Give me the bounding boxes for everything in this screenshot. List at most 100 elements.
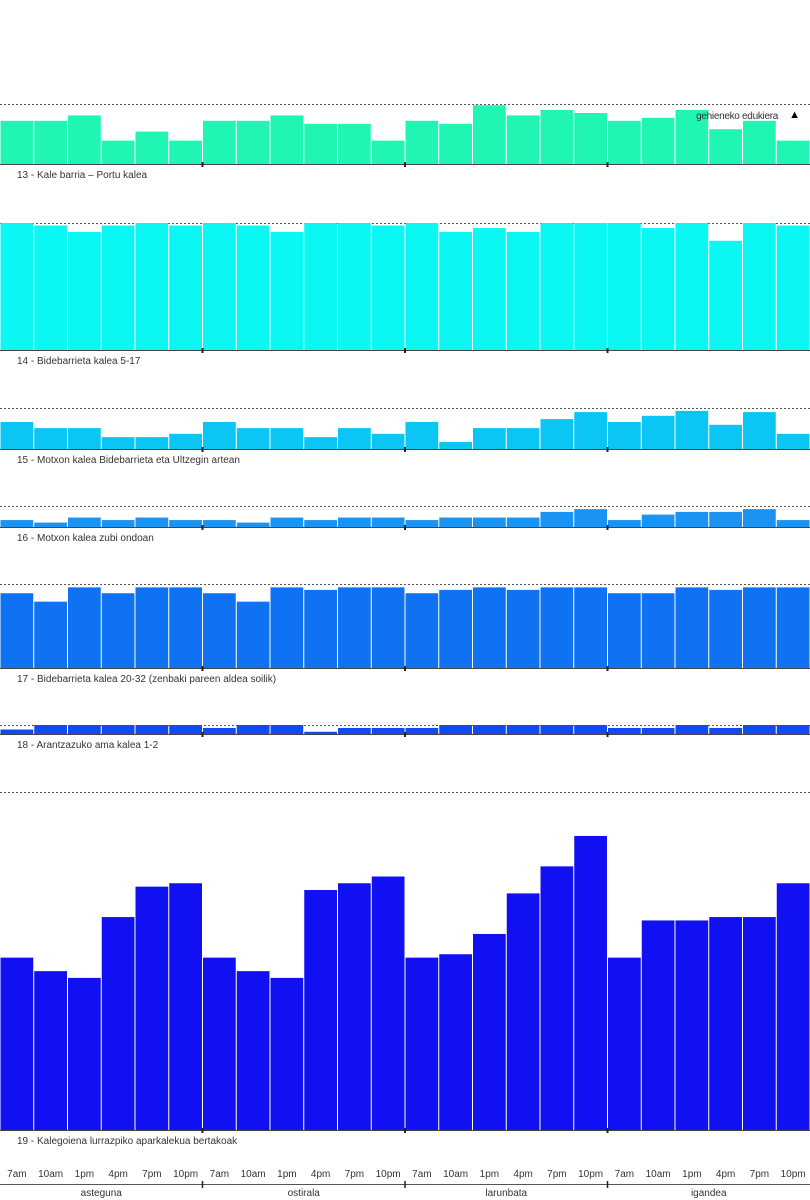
bar [135, 725, 169, 734]
bar [101, 593, 135, 668]
x-tick-label: 10pm [173, 1169, 198, 1180]
bar [608, 223, 641, 350]
x-tick-label: 10pm [376, 1169, 401, 1180]
x-tick-label: 10pm [578, 1169, 603, 1180]
series-label: 13 - Kale barria – Portu kalea [17, 170, 148, 181]
bar [439, 725, 472, 734]
bar [371, 727, 405, 734]
x-tick-label: 4pm [311, 1169, 330, 1180]
bar [0, 957, 34, 1130]
bar [270, 517, 304, 527]
x-tick-label: 1pm [682, 1169, 701, 1180]
bar [371, 140, 405, 164]
bar [641, 514, 675, 527]
series-label: 19 - Kalegoiena lurrazpiko aparkalekua b… [17, 1136, 238, 1147]
bar [439, 123, 472, 164]
bar [101, 225, 135, 350]
bar [506, 231, 540, 350]
x-tick-label: 7am [7, 1169, 26, 1180]
bar [169, 520, 202, 527]
bar [236, 522, 270, 527]
bar [709, 240, 742, 350]
bar [473, 105, 506, 164]
bar [270, 587, 304, 668]
bar [743, 223, 776, 350]
bar [439, 589, 472, 668]
bar [506, 517, 540, 527]
bar [304, 437, 337, 449]
x-tick-label: 1pm [75, 1169, 94, 1180]
bar [776, 140, 810, 164]
bar [169, 725, 202, 734]
bar [776, 225, 810, 350]
day-label: larunbata [485, 1188, 527, 1199]
bar [608, 727, 641, 734]
bar [776, 725, 810, 734]
bar [304, 890, 337, 1130]
bar [473, 428, 506, 449]
bar [506, 115, 540, 164]
bar [34, 522, 67, 527]
bar [675, 725, 709, 734]
x-tick-label: 10am [38, 1169, 63, 1180]
bar [270, 231, 304, 350]
bar [473, 725, 506, 734]
bar [101, 437, 135, 449]
bar [304, 589, 337, 668]
bar [608, 593, 641, 668]
bar [675, 223, 709, 350]
bar [203, 727, 236, 734]
legend-label: gehieneko edukiera [696, 111, 778, 122]
bar [608, 520, 641, 527]
bar [574, 835, 607, 1130]
bar [540, 110, 574, 164]
bar [34, 725, 67, 734]
bar [135, 131, 169, 164]
bar [0, 729, 34, 734]
bar [574, 412, 607, 449]
bar [709, 129, 742, 164]
bar [776, 587, 810, 668]
bar [641, 415, 675, 449]
x-tick-label: 1pm [277, 1169, 296, 1180]
panel-19: 19 - Kalegoiena lurrazpiko aparkalekua b… [0, 792, 810, 1147]
bar [0, 520, 34, 527]
bar [506, 725, 540, 734]
bar [405, 593, 439, 668]
bar [203, 421, 236, 449]
bar [338, 223, 371, 350]
bar [135, 587, 169, 668]
series-label: 17 - Bidebarrieta kalea 20-32 (zenbaki p… [17, 674, 276, 685]
x-tick-label: 10am [241, 1169, 266, 1180]
bar [236, 120, 270, 164]
bar [338, 123, 371, 164]
legend-triangle-icon: ▲ [789, 109, 800, 121]
x-tick-label: 7pm [345, 1169, 364, 1180]
bar [304, 520, 337, 527]
bar [68, 231, 101, 350]
bar [439, 954, 472, 1130]
bar [304, 123, 337, 164]
bar [203, 593, 236, 668]
bar [506, 893, 540, 1130]
bar [506, 428, 540, 449]
bar [405, 727, 439, 734]
series-label: 15 - Motxon kalea Bidebarrieta eta Ultze… [17, 455, 240, 466]
bar [675, 587, 709, 668]
bar [641, 593, 675, 668]
series-label: 14 - Bidebarrieta kalea 5-17 [17, 356, 141, 367]
bar [608, 421, 641, 449]
bar [743, 509, 776, 527]
x-tick-label: 4pm [108, 1169, 127, 1180]
bar [540, 511, 574, 527]
bar [135, 223, 169, 350]
bar [338, 517, 371, 527]
bar [338, 727, 371, 734]
bar [0, 593, 34, 668]
bar [776, 883, 810, 1130]
bar [675, 920, 709, 1130]
bar [743, 587, 776, 668]
bar [68, 587, 101, 668]
x-tick-label: 7am [615, 1169, 634, 1180]
x-tick-label: 7am [210, 1169, 229, 1180]
